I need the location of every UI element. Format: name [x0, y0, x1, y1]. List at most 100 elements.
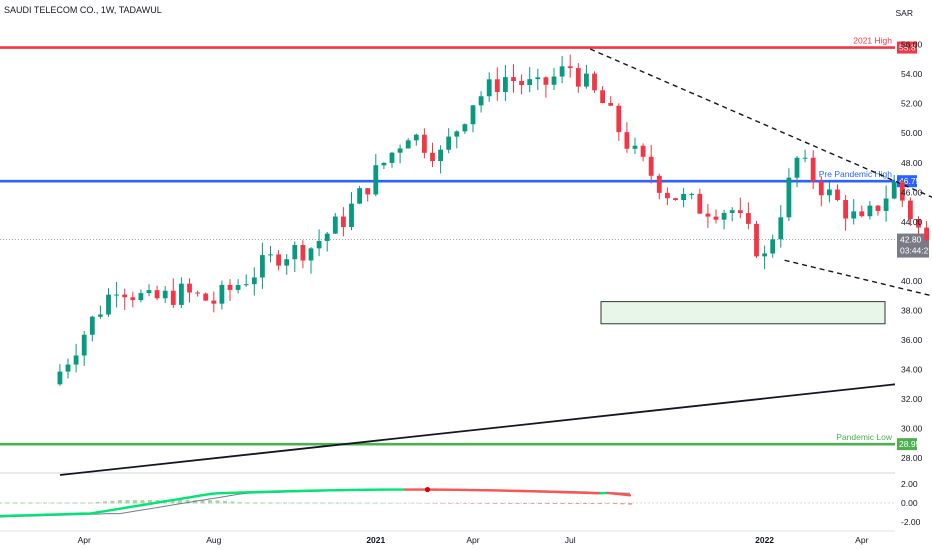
time-tick-label: Jul [565, 535, 576, 545]
candle-body [511, 77, 516, 82]
candle-body [130, 297, 136, 301]
macd-line-segment [171, 497, 182, 502]
candle-body [810, 157, 816, 182]
candle-body [486, 79, 492, 97]
time-tick-label: Apr [466, 535, 479, 545]
macd-line-segment [88, 511, 99, 515]
macd-cross-dot [424, 486, 431, 493]
candle-body [73, 355, 79, 365]
macd-tick-label: 0.00 [901, 498, 918, 508]
macd-histogram-bar [628, 503, 632, 505]
candle-body [543, 77, 549, 85]
macd-histogram-bar [88, 502, 92, 504]
candle-body [260, 255, 265, 278]
macd-histogram-bar [313, 502, 317, 504]
candle-body [389, 152, 395, 163]
macd-histogram-bar [13, 502, 17, 504]
price-tick-label: 40.00 [901, 276, 923, 286]
time-tick-label: Aug [206, 535, 221, 545]
candle-body [665, 192, 670, 199]
macd-histogram-bar [410, 502, 415, 504]
candle-body [146, 290, 152, 294]
macd-histogram-bar [73, 502, 77, 504]
candle-body [300, 245, 306, 261]
candle-body [179, 283, 184, 305]
macd-histogram-bar [583, 503, 587, 505]
macd-tick-label: 2.00 [901, 479, 918, 489]
candle-body [332, 216, 338, 234]
macd-histogram-bar [545, 503, 550, 504]
candle-body [98, 314, 103, 317]
candle-body [575, 68, 581, 87]
candle-body [211, 300, 217, 304]
candle-body [827, 189, 832, 196]
candle-body [875, 205, 881, 211]
price-tick-label: 32.00 [901, 394, 923, 404]
bar-countdown-label: 03:44:29 [900, 246, 932, 256]
candlesticks [57, 54, 929, 386]
candle-body [227, 284, 233, 290]
macd-line-segment [163, 498, 174, 503]
level-price-label: 28.95 [899, 439, 921, 449]
candle-body [802, 157, 808, 159]
candle-body [705, 213, 711, 217]
candle-body [851, 211, 857, 219]
candle-body [616, 105, 622, 133]
candle-body [754, 223, 759, 257]
macd-line-segment [126, 505, 137, 509]
macd-histogram-bar [350, 502, 355, 504]
candle-body [478, 96, 484, 106]
last-price-label: 42.80 [900, 235, 922, 245]
price-tick-label: 44.00 [901, 217, 923, 227]
candle-body [422, 134, 427, 153]
candle-body [648, 156, 654, 176]
macd-line-segment [111, 507, 122, 512]
price-tick-label: 38.00 [901, 305, 923, 315]
macd-histogram-bar [590, 503, 595, 505]
macd-histogram-bar [448, 503, 452, 504]
macd-line-segment [201, 492, 212, 497]
candle-body [737, 210, 743, 214]
candle-body [308, 248, 314, 261]
macd-histogram-bar [373, 502, 377, 504]
candle-body [697, 193, 703, 214]
candle-body [883, 198, 889, 211]
candle-body [154, 290, 160, 299]
candle-body [786, 177, 792, 218]
candle-body [721, 212, 727, 220]
candle-body [470, 105, 476, 125]
level-price-tag [897, 41, 917, 54]
macd-histogram-bar [478, 503, 482, 504]
candle-body [770, 239, 776, 254]
last-price-tag [897, 233, 929, 258]
macd-histogram-bar [208, 500, 212, 504]
candle-body [349, 203, 354, 228]
price-tick-label: 28.00 [901, 453, 923, 463]
macd-line-segment [606, 491, 617, 495]
macd-histogram-bar [80, 502, 85, 504]
candle-body [592, 73, 597, 91]
candle-body [908, 200, 913, 219]
macd-histogram-bar [110, 500, 115, 504]
macd-histogram-bar [598, 503, 602, 505]
macd-histogram-bar [35, 502, 40, 504]
level-name: Pandemic Low [836, 432, 893, 442]
demand-zone-box [600, 301, 886, 325]
candle-body [519, 81, 524, 85]
candle-body [81, 334, 87, 356]
macd-histogram-bar [290, 502, 295, 504]
candle-body [681, 193, 686, 200]
macd-histogram-bar [605, 503, 610, 504]
candle-body [446, 136, 452, 150]
candle-body [219, 284, 225, 304]
price-tick-label: 36.00 [901, 335, 923, 345]
macd-histogram-bar [148, 500, 152, 504]
macd-histogram-bar [343, 502, 347, 504]
candle-body [729, 210, 735, 213]
macd-histogram-bar [425, 503, 430, 504]
macd-histogram-bar [328, 502, 332, 504]
macd-line-segment [103, 508, 114, 513]
macd-histogram-bar [58, 502, 62, 504]
macd-histogram-bar [538, 503, 542, 504]
